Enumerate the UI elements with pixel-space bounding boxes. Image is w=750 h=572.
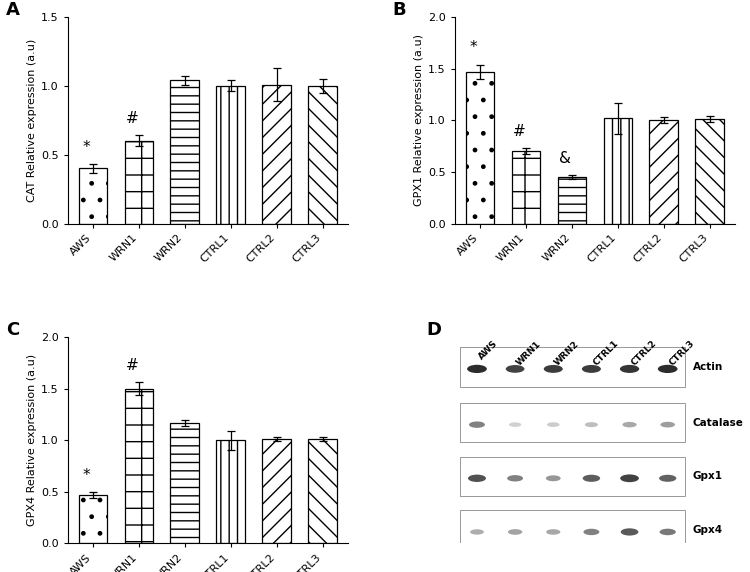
Text: #: #	[512, 124, 525, 139]
Ellipse shape	[620, 474, 639, 482]
Bar	[460, 456, 685, 496]
Y-axis label: CAT Relative expression (a.u): CAT Relative expression (a.u)	[27, 39, 37, 202]
Ellipse shape	[544, 365, 562, 373]
Y-axis label: GPX1 Relative expression (a.u): GPX1 Relative expression (a.u)	[413, 34, 424, 206]
Ellipse shape	[506, 365, 524, 373]
Bar	[604, 118, 632, 224]
Ellipse shape	[582, 365, 601, 373]
Ellipse shape	[507, 475, 523, 482]
Text: *: *	[469, 41, 477, 55]
Bar	[170, 81, 199, 224]
Bar	[308, 86, 337, 224]
Bar	[695, 120, 724, 224]
Text: B: B	[393, 1, 406, 19]
Bar	[217, 86, 245, 224]
Bar	[262, 439, 291, 543]
Ellipse shape	[585, 422, 598, 427]
Ellipse shape	[621, 529, 638, 535]
Bar	[124, 388, 153, 543]
Ellipse shape	[546, 529, 560, 535]
Bar	[262, 85, 291, 224]
Text: Actin: Actin	[693, 362, 723, 372]
Text: CTRL3: CTRL3	[668, 339, 697, 368]
Bar	[308, 439, 337, 543]
Text: A: A	[6, 1, 20, 19]
Bar	[650, 120, 678, 224]
Ellipse shape	[546, 475, 561, 481]
Text: Gpx4: Gpx4	[693, 525, 723, 535]
Text: #: #	[125, 111, 138, 126]
Text: Catalase: Catalase	[693, 418, 744, 428]
Ellipse shape	[470, 529, 484, 535]
Text: C: C	[6, 320, 19, 339]
Ellipse shape	[469, 422, 485, 428]
Bar	[124, 141, 153, 224]
Ellipse shape	[659, 475, 676, 482]
Bar	[460, 347, 685, 387]
Text: D: D	[427, 320, 442, 339]
Bar	[79, 495, 107, 543]
Ellipse shape	[583, 475, 600, 482]
Text: WRN2: WRN2	[554, 339, 581, 367]
Y-axis label: GPX4 Relative expression (a.u): GPX4 Relative expression (a.u)	[26, 354, 37, 526]
Bar	[512, 152, 540, 224]
Text: Gpx1: Gpx1	[693, 471, 723, 481]
Bar	[460, 510, 685, 550]
Bar	[79, 169, 107, 224]
Ellipse shape	[659, 529, 676, 535]
Ellipse shape	[584, 529, 599, 535]
Ellipse shape	[467, 365, 487, 373]
Text: AWS: AWS	[477, 339, 500, 362]
Bar	[460, 403, 685, 442]
Text: WRN1: WRN1	[515, 339, 543, 367]
Ellipse shape	[658, 365, 677, 373]
Ellipse shape	[468, 475, 486, 482]
Ellipse shape	[508, 529, 522, 535]
Bar	[170, 423, 199, 543]
Bar	[557, 177, 586, 224]
Text: CTRL2: CTRL2	[629, 339, 658, 368]
Text: *: *	[82, 140, 90, 155]
Ellipse shape	[620, 365, 639, 373]
Ellipse shape	[661, 422, 675, 427]
Ellipse shape	[622, 422, 637, 427]
Ellipse shape	[509, 422, 521, 427]
Bar	[217, 440, 245, 543]
Text: &: &	[559, 151, 571, 166]
Text: CTRL1: CTRL1	[592, 339, 620, 368]
Text: *: *	[82, 467, 90, 483]
Ellipse shape	[547, 422, 560, 427]
Bar	[466, 72, 494, 224]
Text: #: #	[125, 358, 138, 373]
